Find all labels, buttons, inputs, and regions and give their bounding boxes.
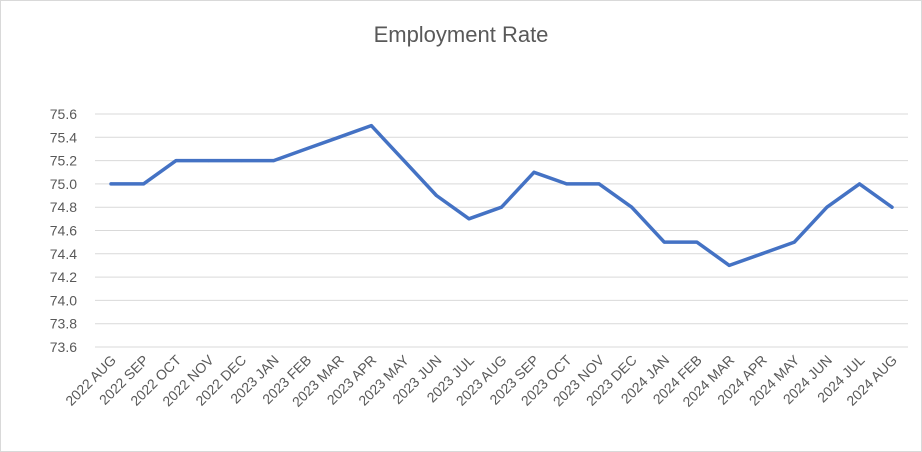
y-tick-label: 74.2 xyxy=(50,269,77,285)
y-tick-label: 74.4 xyxy=(50,246,77,262)
data-point xyxy=(825,205,829,209)
data-point xyxy=(142,182,146,186)
y-tick-label: 75.4 xyxy=(50,129,77,145)
data-point xyxy=(402,159,406,163)
data-point xyxy=(727,263,731,267)
data-point xyxy=(890,205,894,209)
data-point xyxy=(565,182,569,186)
y-tick-label: 74.8 xyxy=(50,199,77,215)
data-point xyxy=(792,240,796,244)
y-tick-label: 74.6 xyxy=(50,223,77,239)
data-point xyxy=(760,252,764,256)
data-point xyxy=(857,182,861,186)
data-point xyxy=(272,159,276,163)
data-point xyxy=(337,135,341,139)
data-point xyxy=(695,240,699,244)
y-axis-ticks: 73.6 73.8 74.0 74.2 74.4 74.6 74.8 75.0 75.2 75.4… xyxy=(50,106,77,355)
data-point xyxy=(304,147,308,151)
y-tick-label: 75.0 xyxy=(50,176,77,192)
data-point xyxy=(467,217,471,221)
gridlines xyxy=(95,113,908,348)
data-point xyxy=(369,124,373,128)
y-tick-label: 73.8 xyxy=(50,316,77,332)
data-point xyxy=(597,182,601,186)
data-point xyxy=(239,159,243,163)
y-tick-label: 74.0 xyxy=(50,292,77,308)
data-point xyxy=(174,159,178,163)
data-point xyxy=(532,170,536,174)
data-point xyxy=(630,205,634,209)
data-point xyxy=(109,182,113,186)
data-point xyxy=(207,159,211,163)
series-line xyxy=(109,123,894,268)
y-tick-label: 75.2 xyxy=(50,153,77,169)
y-tick-label: 75.6 xyxy=(50,106,77,122)
y-tick-label: 73.6 xyxy=(50,339,77,355)
data-point xyxy=(434,194,438,198)
chart-title: Employment Rate xyxy=(373,22,549,47)
data-point xyxy=(500,205,503,209)
series-layer xyxy=(109,123,894,268)
data-point xyxy=(662,240,666,244)
